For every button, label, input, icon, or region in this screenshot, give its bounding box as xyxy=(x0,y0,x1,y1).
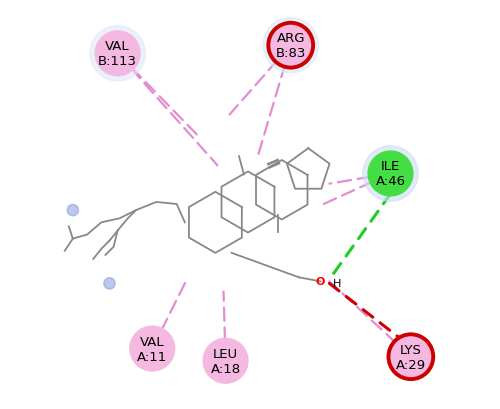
Circle shape xyxy=(363,146,418,202)
Circle shape xyxy=(368,152,413,196)
Circle shape xyxy=(130,326,174,371)
Text: VAL
A:11: VAL A:11 xyxy=(137,335,168,363)
Text: LEU
A:18: LEU A:18 xyxy=(210,347,240,375)
Text: LYS
A:29: LYS A:29 xyxy=(396,343,426,371)
Text: ILE
A:46: ILE A:46 xyxy=(376,160,406,188)
Text: VAL
B:113: VAL B:113 xyxy=(98,40,137,68)
Circle shape xyxy=(263,18,318,74)
Circle shape xyxy=(67,205,78,216)
Circle shape xyxy=(388,335,433,379)
Text: ARG
B:83: ARG B:83 xyxy=(276,32,306,60)
Circle shape xyxy=(96,32,140,76)
Circle shape xyxy=(90,27,146,82)
Circle shape xyxy=(104,278,115,290)
Text: O: O xyxy=(316,277,325,287)
Circle shape xyxy=(203,339,248,383)
Text: H: H xyxy=(334,279,342,289)
Circle shape xyxy=(268,24,313,68)
